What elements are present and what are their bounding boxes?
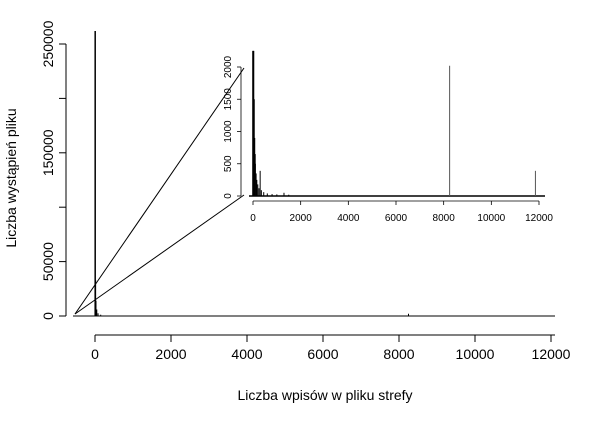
inset-x-tick-label: 8000: [433, 213, 456, 224]
main-x-tick-label: 10000: [456, 346, 495, 362]
main-x-tick-label: 0: [91, 346, 99, 362]
zoom-line-upper: [74, 67, 245, 315]
main-plot: 0 2000 4000 6000 8000 10000 120000500001500002…: [40, 20, 571, 362]
inset-y-tick-label: 0: [223, 193, 234, 199]
inset-y-tick-label: 2000: [223, 55, 234, 78]
y-axis-label: Liczba wystąpień pliku: [3, 108, 19, 247]
main-y-tick-label: 50000: [40, 242, 56, 281]
main-y-tick-label: 150000: [40, 129, 56, 176]
inset-background: [245, 48, 550, 196]
main-x-tick-label: 12000: [532, 346, 571, 362]
main-y-tick-label: 250000: [40, 20, 56, 67]
main-y-tick-label: 0: [40, 312, 56, 320]
main-x-tick-label: 8000: [383, 346, 414, 362]
zoom-line-lower: [74, 194, 245, 315]
inset-y-tick-label: 500: [223, 155, 234, 172]
inset-x-tick-label: 6000: [385, 213, 408, 224]
inset-y-tick-label: 1000: [223, 120, 234, 143]
main-x-tick-label: 2000: [155, 346, 186, 362]
inset-y-tick-label: 1500: [223, 88, 234, 111]
zoom-connector-lines: [74, 67, 245, 315]
main-x-tick-label: 6000: [307, 346, 338, 362]
inset-plot: 0 2000 4000 6000 8000 10000 12000 0 500 1000 1500 2…: [223, 48, 553, 224]
inset-x-tick-label: 12000: [525, 213, 553, 224]
x-axis-label: Liczba wpisów w pliku strefy: [237, 387, 412, 403]
inset-x-tick-label: 2000: [290, 213, 313, 224]
main-x-tick-label: 4000: [231, 346, 262, 362]
inset-x-tick-label: 0: [250, 213, 256, 224]
inset-x-tick-label: 10000: [477, 213, 505, 224]
inset-x-tick-label: 4000: [337, 213, 360, 224]
